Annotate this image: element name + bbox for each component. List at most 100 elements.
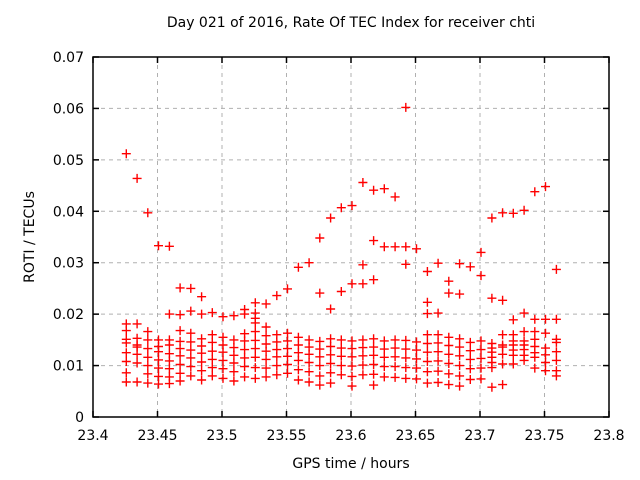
- data-point: [197, 357, 207, 367]
- data-point: [379, 362, 389, 372]
- data-point: [401, 344, 411, 354]
- data-point: [369, 185, 379, 195]
- data-point: [121, 338, 131, 348]
- data-point: [154, 347, 163, 357]
- data-point: [433, 356, 443, 366]
- data-point: [358, 351, 368, 361]
- data-point: [390, 362, 400, 372]
- data-point: [186, 306, 196, 316]
- data-point: [433, 338, 443, 348]
- data-point: [121, 368, 131, 378]
- data-point: [229, 343, 239, 353]
- data-point: [326, 304, 336, 314]
- data-point: [551, 264, 561, 274]
- data-point: [519, 327, 529, 337]
- data-point: [347, 344, 357, 354]
- data-point: [530, 314, 540, 324]
- data-point: [498, 295, 508, 305]
- data-point: [498, 380, 508, 390]
- data-point: [143, 369, 153, 379]
- data-point: [164, 364, 174, 374]
- data-point: [369, 342, 379, 352]
- data-point: [315, 380, 325, 390]
- data-point: [347, 361, 357, 371]
- y-tick-label: 0.01: [53, 359, 84, 375]
- data-point: [272, 291, 282, 301]
- data-point: [229, 358, 239, 368]
- data-point: [283, 328, 292, 338]
- data-point: [175, 326, 185, 336]
- data-point: [121, 326, 131, 336]
- data-point: [390, 352, 400, 362]
- data-point: [304, 377, 314, 387]
- data-point: [175, 351, 185, 361]
- data-point: [154, 371, 163, 381]
- data-points: [121, 102, 561, 392]
- y-tick-label: 0.02: [53, 307, 84, 323]
- data-point: [412, 244, 421, 254]
- data-point: [476, 336, 486, 346]
- data-point: [433, 347, 443, 357]
- data-point: [207, 330, 217, 340]
- data-point: [369, 369, 379, 379]
- data-point: [444, 359, 454, 368]
- data-point: [476, 363, 486, 373]
- data-point: [272, 337, 282, 347]
- data-point: [207, 354, 217, 364]
- data-point: [186, 283, 196, 293]
- data-point: [132, 358, 142, 368]
- data-point: [315, 352, 325, 362]
- data-point: [315, 344, 325, 354]
- data-point: [401, 102, 411, 112]
- data-point: [336, 370, 346, 380]
- data-point: [250, 352, 260, 362]
- data-point: [379, 352, 389, 362]
- y-tick-label: 0.03: [53, 256, 84, 272]
- data-point: [207, 371, 217, 381]
- data-point: [218, 355, 228, 365]
- data-point: [250, 344, 260, 354]
- data-point: [164, 309, 174, 319]
- data-point: [283, 351, 292, 361]
- data-point: [121, 377, 131, 387]
- data-point: [261, 363, 271, 373]
- data-point: [261, 299, 271, 309]
- data-point: [541, 366, 550, 376]
- x-tick-label: 23.6: [335, 428, 366, 444]
- data-point: [250, 298, 260, 308]
- data-point: [401, 353, 411, 363]
- data-point: [541, 350, 550, 360]
- data-point: [186, 371, 196, 381]
- data-point: [132, 377, 142, 387]
- data-point: [347, 352, 357, 362]
- data-point: [326, 213, 336, 223]
- data-point: [530, 352, 540, 362]
- data-point: [175, 360, 185, 369]
- data-point: [121, 348, 131, 358]
- data-point: [293, 375, 303, 385]
- data-point: [186, 345, 196, 355]
- data-point: [422, 309, 432, 319]
- data-point: [476, 247, 486, 257]
- data-point: [444, 332, 454, 342]
- data-point: [412, 337, 421, 347]
- data-point: [154, 355, 163, 365]
- data-point: [412, 374, 421, 384]
- data-point: [164, 356, 174, 366]
- data-point: [272, 361, 282, 371]
- data-point: [121, 149, 131, 159]
- data-point: [487, 363, 497, 373]
- data-point: [530, 187, 540, 197]
- data-point: [347, 201, 357, 211]
- data-point: [197, 348, 207, 358]
- data-point: [293, 365, 303, 375]
- data-point: [143, 327, 153, 337]
- data-point: [390, 242, 400, 252]
- data-point: [551, 355, 561, 365]
- data-point: [304, 367, 314, 377]
- data-point: [304, 258, 314, 268]
- data-point: [476, 271, 486, 281]
- data-point: [347, 381, 357, 391]
- x-tick-label: 23.45: [137, 428, 177, 444]
- data-point: [336, 343, 346, 353]
